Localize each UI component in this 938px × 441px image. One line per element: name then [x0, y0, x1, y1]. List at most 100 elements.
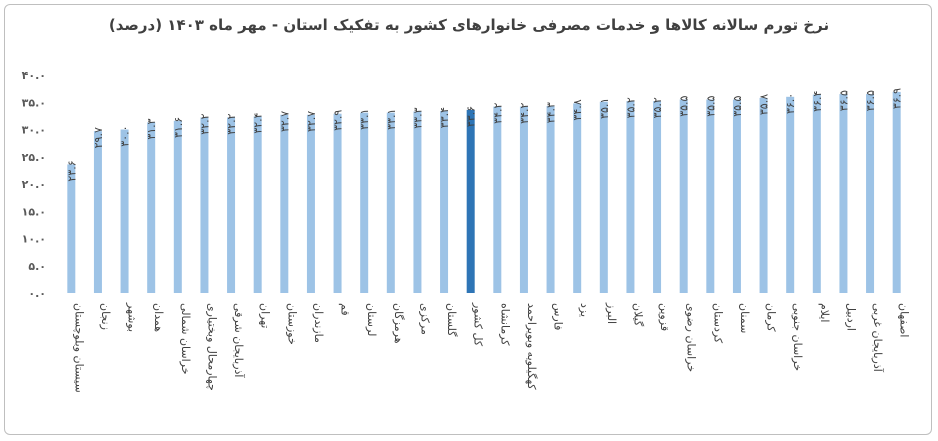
- bar: [440, 110, 449, 293]
- category-label: آذربایجان غربی: [871, 303, 885, 373]
- data-label: ۳۱.۶: [172, 117, 185, 138]
- category-label: ایلام: [818, 303, 831, 323]
- data-label: ۳۳.۴: [438, 107, 451, 128]
- bar: [280, 114, 289, 293]
- y-tick-label: ۲۰.۰: [22, 178, 46, 191]
- data-label: ۳۳.۶: [465, 106, 478, 127]
- category-label: زنجان: [99, 303, 112, 330]
- bar: [866, 94, 875, 293]
- data-label: ۳۳.۳: [411, 107, 424, 128]
- y-tick-label: ۳۵.۰: [22, 96, 46, 109]
- data-label: ۳۴.۸: [571, 99, 584, 120]
- data-label: ۲۹.۷: [92, 127, 105, 148]
- category-label: خراسان رضوی: [685, 303, 698, 372]
- data-label: ۳۵.۵: [704, 95, 717, 116]
- category-label: قم: [339, 303, 352, 316]
- bar: [120, 129, 129, 293]
- bar: [546, 106, 555, 293]
- bar: [493, 106, 502, 293]
- bar: [173, 120, 182, 293]
- data-label: ۳۶.۰: [784, 93, 797, 114]
- data-label: ۲۳.۶: [65, 160, 78, 181]
- bar: [306, 114, 315, 293]
- bar: [573, 103, 582, 293]
- bar: [413, 111, 422, 293]
- y-tick-label: ۴۰.۰: [22, 69, 46, 82]
- category-label: گیلان: [631, 303, 644, 327]
- data-label: ۳۲.۷: [305, 111, 318, 132]
- data-label: ۳۲.۹: [332, 110, 345, 131]
- bar: [147, 122, 156, 293]
- data-label: ۳۵.۸: [758, 94, 771, 115]
- category-label: خراسان جنوبی: [791, 303, 804, 371]
- bar: [679, 99, 688, 294]
- data-label: ۳۵.۲: [624, 97, 637, 118]
- data-label: ۳۱.۳: [145, 118, 158, 139]
- data-label: ۳۶.۹: [891, 88, 904, 109]
- bar: [253, 116, 262, 293]
- bar: [759, 97, 768, 293]
- category-label: گلستان: [445, 303, 458, 337]
- data-label: ۳۴.۳: [545, 102, 558, 123]
- bar: [227, 117, 236, 293]
- category-label: کل کشور: [472, 302, 485, 347]
- data-label: ۳۲.۲: [198, 113, 211, 134]
- data-label: ۳۵.۱: [598, 98, 611, 119]
- category-label: یزد: [578, 303, 591, 317]
- category-label: بوشهر: [126, 302, 139, 332]
- data-label: ۳۶.۵: [864, 90, 877, 111]
- category-label: کردستان: [711, 303, 724, 344]
- bar: [519, 106, 528, 293]
- y-tick-label: ۱۰.۰: [22, 233, 46, 246]
- category-label: سمنان: [738, 303, 751, 333]
- category-label: همدان: [152, 303, 165, 332]
- bar: [333, 113, 342, 293]
- data-label: ۳۶.۴: [811, 91, 824, 112]
- category-label: قزوین: [658, 303, 671, 331]
- category-label: اردبیل: [844, 303, 857, 331]
- y-tick-label: ۱۵.۰: [22, 205, 46, 218]
- data-label: ۳۲.۴: [252, 112, 265, 133]
- bar: [466, 109, 475, 293]
- category-label: خوزستان: [285, 303, 298, 345]
- category-label: فارس: [552, 303, 565, 330]
- category-label: آذربایجان شرقی: [232, 303, 246, 378]
- bar: [892, 91, 901, 294]
- category-label: هرمزگان: [392, 303, 405, 344]
- bar: [732, 99, 741, 294]
- bar: [626, 101, 635, 293]
- category-label: کرمانشاه: [498, 303, 511, 346]
- bar: [67, 164, 76, 293]
- category-label: مازندران: [312, 303, 325, 343]
- data-label: ۳۵.۲: [651, 97, 664, 118]
- category-label: کهگیلویه وبویراحمد: [525, 303, 538, 390]
- y-tick-label: ۰.۰: [28, 287, 46, 300]
- data-label: ۳۴.۲: [518, 103, 531, 124]
- bar: [786, 96, 795, 293]
- category-label: لرستان: [365, 303, 378, 336]
- category-label: تهران: [259, 303, 272, 328]
- y-tick-label: ۵.۰: [28, 260, 46, 273]
- data-label: ۳۲.۲: [225, 113, 238, 134]
- category-label: سیستان وبلوچستان: [72, 303, 85, 393]
- bar: [653, 101, 662, 293]
- category-label: چهارمحال وبختیاری: [205, 303, 218, 391]
- data-label: ۳۵.۵: [731, 95, 744, 116]
- data-label: ۳۰.۰: [119, 126, 132, 147]
- category-label: البرز: [605, 302, 618, 324]
- data-label: ۳۴.۲: [491, 103, 504, 124]
- bar: [360, 112, 369, 293]
- bar: [93, 131, 102, 293]
- bar: [839, 94, 848, 293]
- y-tick-label: ۳۰.۰: [22, 124, 46, 137]
- data-label: ۳۲.۷: [278, 111, 291, 132]
- bar: [386, 112, 395, 293]
- bar: [200, 117, 209, 293]
- data-label: ۳۶.۵: [837, 90, 850, 111]
- data-label: ۳۳.۱: [385, 109, 398, 130]
- category-label: مرکزی: [418, 303, 431, 335]
- data-label: ۳۳.۱: [358, 109, 371, 130]
- data-label: ۳۵.۵: [678, 95, 691, 116]
- bar: [812, 94, 821, 294]
